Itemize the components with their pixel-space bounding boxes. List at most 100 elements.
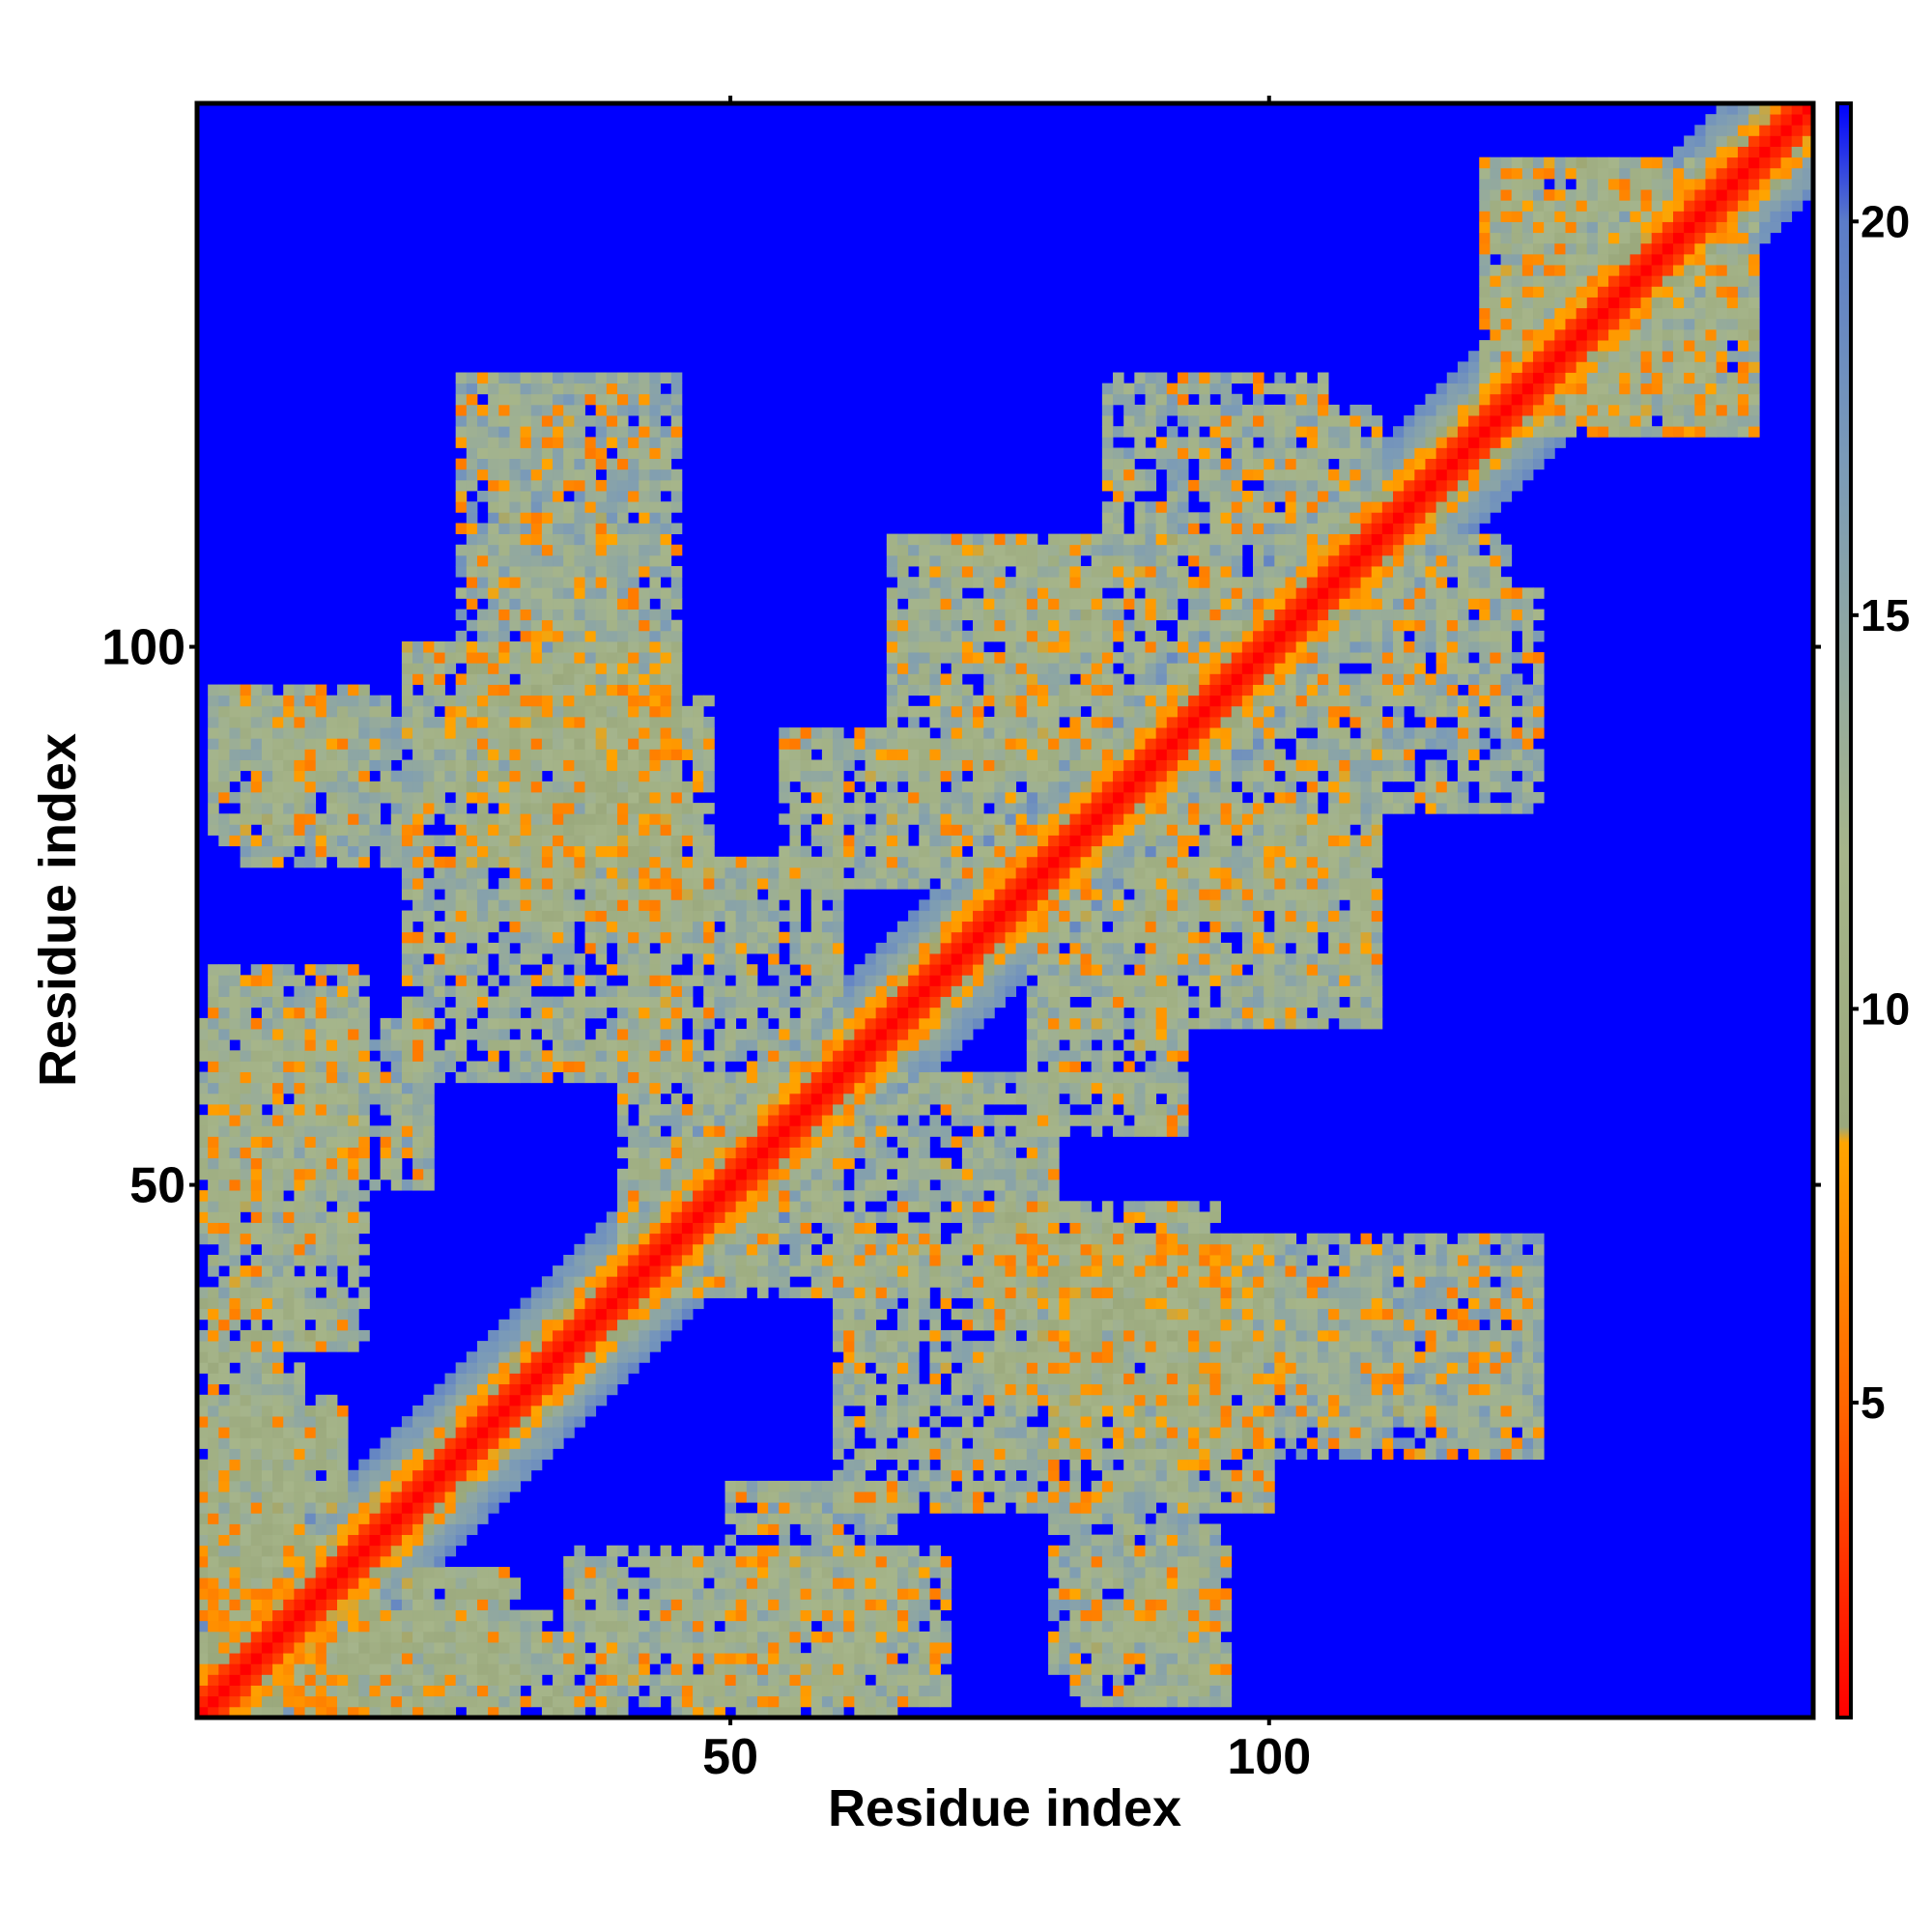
heatmap-cell (875, 1523, 888, 1536)
heatmap-cell (336, 803, 349, 814)
heatmap-cell (660, 803, 672, 814)
heatmap-cell (833, 1125, 844, 1137)
heatmap-cell (455, 1599, 468, 1610)
heatmap-cell (520, 738, 532, 750)
heatmap-cell (390, 1502, 403, 1514)
heatmap-cell (563, 1007, 575, 1019)
heatmap-cell (476, 641, 489, 653)
heatmap-cell (304, 1695, 317, 1708)
heatmap-cell (488, 415, 499, 427)
heatmap-cell (821, 1695, 834, 1708)
heatmap-cell (218, 1609, 230, 1622)
heatmap-cell (616, 1071, 629, 1084)
heatmap-cell (466, 1695, 478, 1708)
heatmap-cell (553, 1642, 564, 1654)
heatmap-cell (530, 1319, 543, 1331)
heatmap-cell (520, 673, 532, 685)
heatmap-cell (466, 953, 478, 965)
heatmap-cell (444, 759, 457, 772)
heatmap-cell (208, 1308, 219, 1321)
heatmap-cell (520, 759, 532, 772)
heatmap-cell (595, 899, 608, 911)
heatmap-cell (821, 845, 834, 858)
heatmap-cell (584, 749, 597, 760)
heatmap-cell (304, 1287, 317, 1298)
heatmap-cell (843, 1534, 855, 1547)
heatmap-cell (843, 1480, 855, 1492)
heatmap-cell (369, 1599, 381, 1610)
heatmap-cell (746, 996, 758, 1009)
heatmap-cell (789, 1492, 801, 1503)
heatmap-cell (283, 1534, 295, 1547)
heatmap-cell (315, 975, 327, 986)
heatmap-cell (541, 1351, 554, 1363)
heatmap-cell (380, 1567, 392, 1578)
heatmap-cell (390, 1513, 403, 1524)
heatmap-cell (390, 1039, 403, 1051)
heatmap-cell (348, 1588, 359, 1600)
heatmap-cell (660, 1620, 672, 1633)
heatmap-cell (272, 1017, 284, 1030)
heatmap-cell (358, 1706, 370, 1719)
heatmap-cell (670, 1243, 683, 1256)
heatmap-cell (639, 1265, 650, 1277)
heatmap-cell (476, 899, 489, 911)
heatmap-cell (348, 964, 359, 976)
heatmap-cell (240, 996, 252, 1009)
heatmap-cell (574, 447, 585, 460)
heatmap-cell (854, 878, 866, 890)
heatmap-cell (639, 512, 650, 524)
heatmap-cell (843, 1136, 855, 1148)
heatmap-cell (606, 1653, 618, 1664)
heatmap-cell (693, 1104, 704, 1116)
heatmap-cell (714, 1071, 725, 1084)
heatmap-cell (240, 1050, 252, 1062)
heatmap-cell (520, 458, 532, 470)
heatmap-cell (756, 1685, 769, 1697)
heatmap-cell (660, 727, 672, 739)
heatmap-cell (348, 1093, 359, 1105)
heatmap-cell (326, 996, 338, 1009)
heatmap-cell (261, 1222, 273, 1235)
heatmap-cell (628, 1222, 639, 1235)
heatmap-cell (218, 1341, 230, 1352)
heatmap-cell (283, 1319, 295, 1331)
heatmap-cell (703, 942, 715, 954)
heatmap-cell (358, 1125, 370, 1137)
heatmap-cell (768, 1642, 780, 1654)
heatmap-cell (746, 1039, 758, 1051)
heatmap-cell (380, 1136, 392, 1148)
heatmap-cell (810, 1663, 823, 1675)
heatmap-cell (789, 1039, 801, 1051)
heatmap-cell (553, 867, 564, 879)
heatmap-cell (649, 1125, 661, 1137)
heatmap-cell (240, 759, 252, 772)
heatmap-cell (283, 1706, 295, 1719)
heatmap-cell (670, 415, 683, 427)
heatmap-cell (821, 1222, 834, 1235)
heatmap-cell (476, 1620, 489, 1633)
heatmap-cell (520, 1362, 532, 1374)
heatmap-cell (197, 1523, 209, 1536)
heatmap-cell (865, 803, 877, 814)
heatmap-cell (660, 1567, 672, 1578)
heatmap-cell (498, 1663, 510, 1675)
heatmap-cell (520, 1319, 532, 1331)
heatmap-cell (466, 1480, 478, 1492)
heatmap-cell (735, 1243, 748, 1256)
heatmap-cell (272, 1609, 284, 1622)
heatmap-cell (649, 1082, 661, 1094)
heatmap-cell (412, 759, 424, 772)
heatmap-cell (670, 479, 683, 492)
heatmap-cell (649, 1341, 661, 1352)
heatmap-cell (833, 1394, 844, 1406)
heatmap-cell (509, 1663, 521, 1675)
heatmap-cell (541, 931, 554, 944)
heatmap-cell (681, 1061, 694, 1072)
heatmap-cell (208, 791, 219, 804)
heatmap-cell (735, 1136, 748, 1148)
heatmap-cell (779, 1233, 790, 1245)
heatmap-cell (304, 781, 317, 793)
heatmap-cell (380, 1588, 392, 1600)
heatmap-cell (854, 1222, 866, 1235)
